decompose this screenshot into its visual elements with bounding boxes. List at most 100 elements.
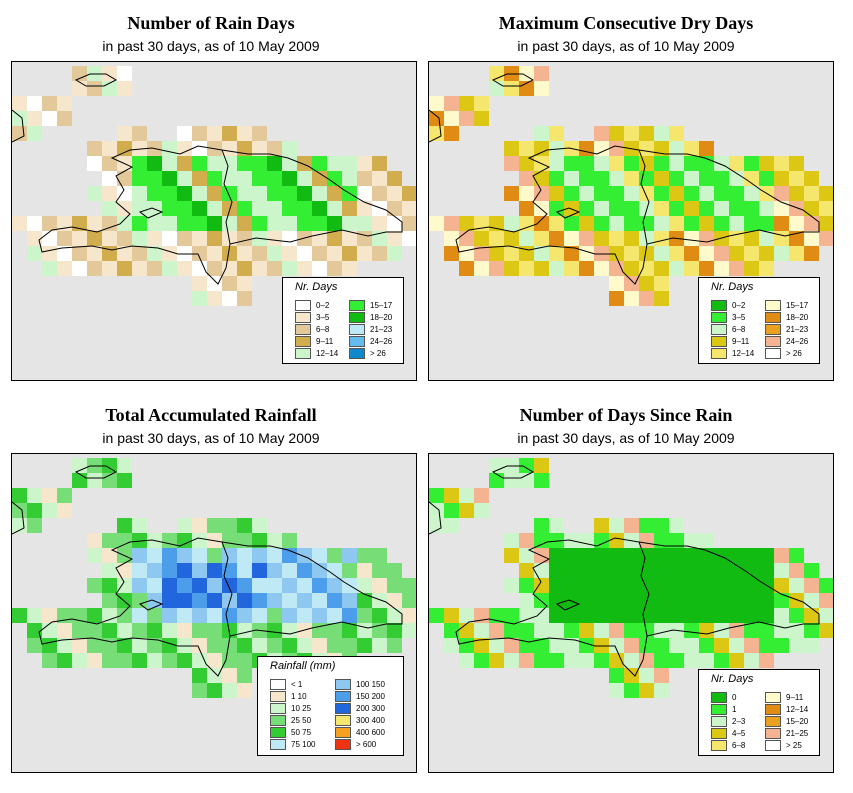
grid-cell [669, 638, 684, 653]
grid-cell [534, 126, 549, 141]
map-graphic-days-since [429, 458, 833, 698]
legend-days-since: Nr. Days 0 1 2–3 4–5 6–8 9–11 12–14 15–20 21–25 >… [698, 669, 820, 756]
grid-cell [252, 518, 267, 533]
grid-cell [759, 653, 774, 668]
grid-cell [504, 533, 519, 548]
island-outline [12, 109, 25, 143]
grid-cell [789, 638, 804, 653]
grid-cell [117, 246, 132, 261]
grid-cell [534, 261, 549, 276]
legend-swatch [270, 739, 286, 750]
grid-cell [624, 126, 639, 141]
grid-cell [282, 201, 297, 216]
grid-cell [429, 608, 444, 623]
grid-cell [534, 473, 549, 488]
grid-cell [102, 231, 117, 246]
grid-cell [222, 518, 237, 533]
grid-cell [282, 608, 297, 623]
legend-swatch [349, 336, 365, 347]
grid-cell [534, 533, 549, 548]
grid-cell [444, 608, 459, 623]
grid-cell [387, 186, 402, 201]
grid-cell [429, 216, 444, 231]
legend-label: < 1 [291, 680, 303, 689]
grid-cell [789, 171, 804, 186]
grid-cell [459, 653, 474, 668]
grid-cell [252, 608, 267, 623]
grid-cell [327, 186, 342, 201]
grid-cell [237, 563, 252, 578]
grid-cell [207, 246, 222, 261]
grid-cell [549, 578, 564, 593]
grid-cell [327, 638, 342, 653]
grid-cell [72, 653, 87, 668]
grid-cell [132, 548, 147, 563]
legend-label: 25 50 [291, 716, 312, 725]
grid-cell [519, 216, 534, 231]
grid-cell [714, 593, 729, 608]
panel-title-rainfall: Total Accumulated Rainfall [105, 405, 317, 425]
grid-cell [327, 578, 342, 593]
grid-cell [192, 156, 207, 171]
grid-cell [429, 111, 444, 126]
grid-cell [444, 96, 459, 111]
legend-swatch [765, 312, 781, 323]
grid-cell [252, 156, 267, 171]
grid-cell [699, 246, 714, 261]
grid-cell [117, 81, 132, 96]
grid-cell [282, 186, 297, 201]
grid-cell [372, 156, 387, 171]
grid-cell [504, 653, 519, 668]
legend-swatch [711, 336, 727, 347]
grid-cell [789, 608, 804, 623]
grid-cell [192, 623, 207, 638]
grid-cell [237, 518, 252, 533]
grid-cell [57, 261, 72, 276]
grid-cell [654, 593, 669, 608]
grid-cell [609, 186, 624, 201]
grid-cell [654, 623, 669, 638]
grid-cell [549, 623, 564, 638]
grid-cell [804, 246, 819, 261]
grid-cell [27, 96, 42, 111]
grid-cell [387, 201, 402, 216]
legend-label: 21–23 [786, 325, 809, 334]
grid-cell [594, 126, 609, 141]
grid-cell [207, 593, 222, 608]
grid-cell [609, 246, 624, 261]
grid-cell [444, 518, 459, 533]
grid-cell [804, 578, 819, 593]
grid-cell [237, 291, 252, 306]
grid-cell [474, 503, 489, 518]
grid-cell [42, 231, 57, 246]
grid-cell [147, 578, 162, 593]
grid-cell [327, 593, 342, 608]
grid-cell [579, 533, 594, 548]
grid-cell [222, 683, 237, 698]
grid-cell [102, 186, 117, 201]
grid-cell [579, 201, 594, 216]
grid-cell [759, 231, 774, 246]
grid-cell [282, 216, 297, 231]
grid-cell [729, 638, 744, 653]
grid-cell [639, 261, 654, 276]
grid-cell [357, 246, 372, 261]
grid-cell [594, 186, 609, 201]
grid-cell [654, 246, 669, 261]
grid-cell [744, 246, 759, 261]
grid-cell [117, 653, 132, 668]
legend-label: 50 75 [291, 728, 312, 737]
legend-swatch [765, 348, 781, 359]
grid-cell [372, 608, 387, 623]
grid-cell [474, 653, 489, 668]
grid-cell [744, 186, 759, 201]
grid-cell [729, 608, 744, 623]
grid-cell [534, 231, 549, 246]
legend-label: 2–3 [732, 717, 746, 726]
grid-cell [72, 638, 87, 653]
legend-label: 24–26 [786, 337, 809, 346]
grid-cell [162, 186, 177, 201]
grid-cell [192, 246, 207, 261]
grid-cell [42, 246, 57, 261]
grid-cell [804, 638, 819, 653]
